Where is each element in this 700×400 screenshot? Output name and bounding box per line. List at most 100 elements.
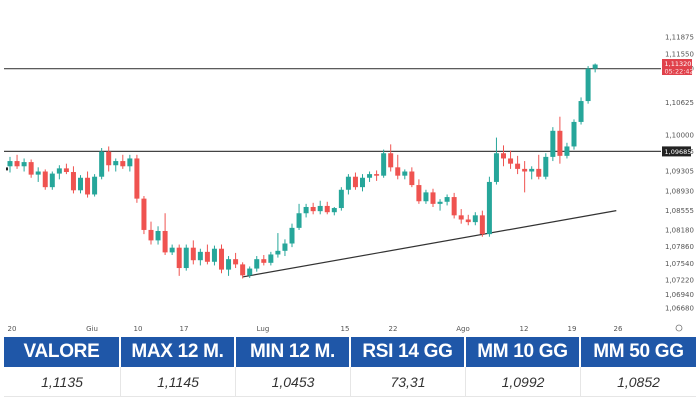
stats-value-rsi-14gg: 73,31 — [351, 367, 466, 397]
candle-body — [211, 248, 217, 262]
candle-body — [501, 153, 506, 159]
candle-body — [402, 171, 408, 176]
stats-header-rsi-14gg: RSI 14 GG — [351, 337, 466, 367]
candle-body — [219, 248, 224, 270]
price-tag-time: 05:22:42 — [665, 68, 694, 76]
y-tick-label: 1,06680 — [665, 305, 694, 313]
candle-body — [176, 247, 182, 269]
candle-body — [444, 197, 450, 202]
stats-value-row: 1,1135 1,1145 1,0453 73,31 1,0992 1,0852 — [4, 367, 696, 397]
candle-body — [35, 171, 41, 175]
candle-body — [148, 229, 154, 241]
stats-value-mm-10gg: 1,0992 — [466, 367, 581, 397]
candle-body — [550, 130, 556, 157]
candle-body — [197, 251, 203, 261]
candle-body — [85, 177, 91, 195]
candle-body — [529, 168, 535, 172]
candle-body — [585, 68, 591, 102]
candle-body — [564, 146, 570, 156]
price-tag-value: 1,11320 — [665, 60, 692, 68]
candle-body — [360, 177, 365, 188]
y-tick-label: 1,07540 — [665, 260, 694, 268]
candle-body — [155, 230, 161, 241]
candle-body — [508, 158, 514, 164]
candle-body — [92, 176, 98, 195]
candle-body — [289, 227, 295, 244]
y-tick-label: 1,11875 — [665, 34, 694, 42]
stats-value-min-12m: 1,0453 — [236, 367, 351, 397]
candle-body — [14, 161, 20, 167]
price-chart: 1,118751,115501,112701,106251,100001,096… — [4, 34, 694, 333]
level-label-box — [662, 146, 691, 157]
stats-header-max-12m: MAX 12 M. — [121, 337, 236, 367]
candle-body — [522, 168, 528, 172]
x-tick-label: 17 — [180, 325, 189, 333]
candle-body — [352, 176, 358, 188]
candle-body — [190, 247, 196, 261]
candle-body — [479, 215, 485, 235]
candle-body — [437, 201, 443, 204]
candle-body — [28, 162, 34, 175]
candle-body — [282, 243, 288, 251]
candle-body — [183, 247, 189, 269]
candle-body — [578, 101, 584, 122]
candle-body — [338, 189, 344, 209]
x-tick-label: Giu — [86, 325, 98, 333]
x-tick-label: 15 — [341, 325, 350, 333]
candle-body — [345, 176, 351, 190]
x-tick-label: 10 — [134, 325, 143, 333]
y-tick-label: 1,07220 — [665, 277, 694, 285]
candle-body — [63, 168, 69, 173]
y-tick-label: 1,09305 — [665, 168, 694, 176]
candle-body — [458, 215, 464, 220]
support-trendline — [242, 210, 617, 278]
x-tick-label: 22 — [389, 325, 398, 333]
y-tick-label: 1,10000 — [665, 131, 694, 139]
candle-body — [317, 205, 323, 212]
candle-body — [120, 161, 126, 167]
candle-body — [268, 254, 274, 263]
candle-body — [162, 230, 168, 253]
stats-value-mm-50gg: 1,0852 — [581, 367, 696, 397]
candle-body — [515, 163, 521, 169]
left-marker — [6, 167, 8, 171]
candle-body — [557, 130, 563, 156]
candle-body — [395, 167, 401, 176]
candle-body — [303, 206, 309, 214]
candle-body — [296, 213, 302, 228]
stats-value-max-12m: 1,1145 — [121, 367, 236, 397]
candle-body — [592, 64, 598, 69]
candle-body — [472, 215, 478, 223]
candle-body — [226, 259, 232, 270]
price-chart-svg: 1,118751,115501,112701,106251,100001,096… — [4, 34, 694, 333]
candle-body — [49, 173, 55, 188]
x-tick-label: Lug — [257, 325, 270, 333]
candle-body — [113, 161, 119, 166]
candle-body — [127, 158, 133, 167]
candle-body — [331, 208, 337, 213]
candle-body — [430, 192, 436, 204]
candle-body — [543, 156, 549, 177]
candle-body — [141, 198, 147, 230]
candle-body — [409, 171, 415, 186]
candle-body — [374, 174, 380, 176]
candle-body — [261, 259, 267, 263]
y-tick-label: 1,08930 — [665, 187, 694, 195]
candle-body — [42, 171, 48, 188]
candle-body — [324, 205, 330, 213]
stats-header-mm-10gg: MM 10 GG — [466, 337, 581, 367]
candle-body — [388, 153, 394, 168]
stats-header-mm-50gg: MM 50 GG — [581, 337, 696, 367]
candle-body — [254, 259, 260, 269]
candle-body — [367, 174, 373, 178]
candle-body — [78, 177, 83, 191]
stats-value-valore: 1,1135 — [4, 367, 121, 397]
candle-body — [465, 219, 471, 223]
candle-body — [275, 250, 281, 255]
candle-body — [493, 153, 499, 182]
candle-body — [247, 268, 253, 276]
price-tag-box — [662, 59, 692, 76]
x-tick-label: 20 — [8, 325, 17, 333]
candle-body — [536, 168, 542, 177]
candle-body — [56, 168, 62, 174]
